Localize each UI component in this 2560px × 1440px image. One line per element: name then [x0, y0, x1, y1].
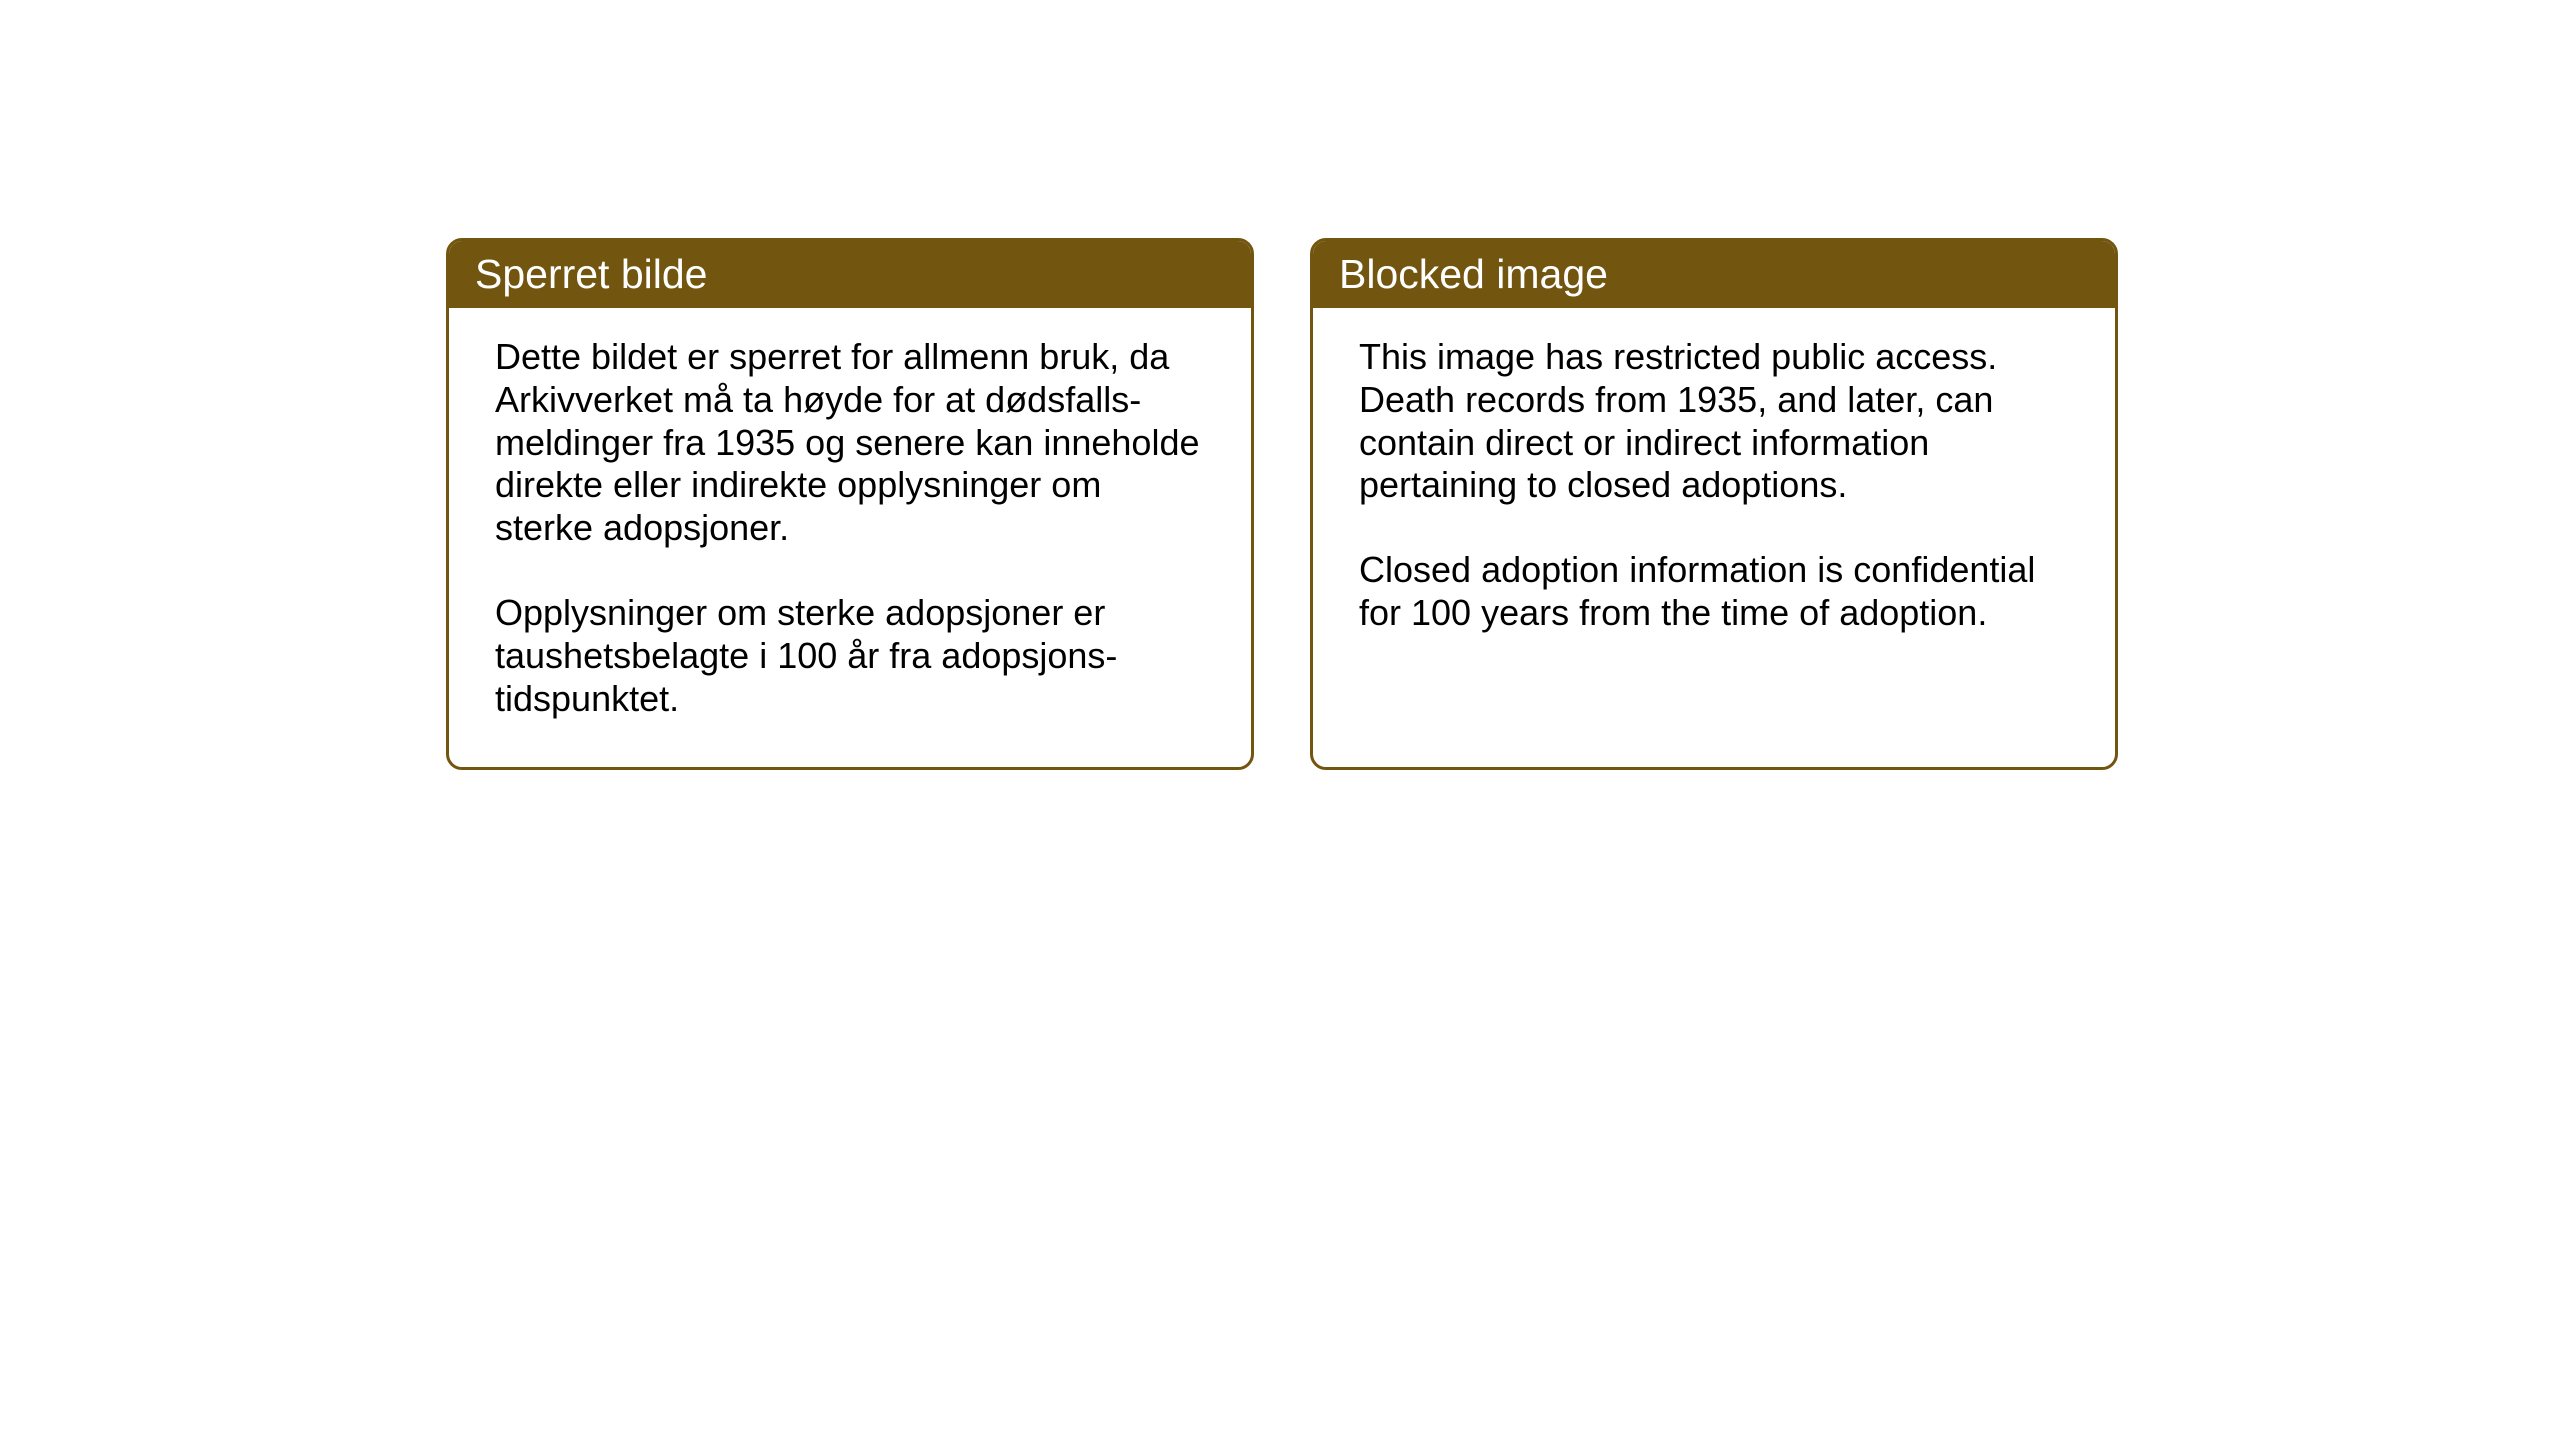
notice-body-english: This image has restricted public access.…: [1313, 308, 2115, 756]
notice-body-norwegian: Dette bildet er sperret for allmenn bruk…: [449, 308, 1251, 767]
notice-paragraph-2-norwegian: Opplysninger om sterke adopsjoner er tau…: [495, 592, 1205, 720]
notice-card-norwegian: Sperret bilde Dette bildet er sperret fo…: [446, 238, 1254, 770]
notice-header-norwegian: Sperret bilde: [449, 241, 1251, 308]
notice-paragraph-2-english: Closed adoption information is confident…: [1359, 549, 2069, 635]
notice-cards-container: Sperret bilde Dette bildet er sperret fo…: [446, 238, 2118, 770]
notice-title-english: Blocked image: [1339, 251, 1608, 297]
notice-title-norwegian: Sperret bilde: [475, 251, 707, 297]
notice-paragraph-1-english: This image has restricted public access.…: [1359, 336, 2069, 507]
notice-paragraph-1-norwegian: Dette bildet er sperret for allmenn bruk…: [495, 336, 1205, 550]
notice-header-english: Blocked image: [1313, 241, 2115, 308]
notice-card-english: Blocked image This image has restricted …: [1310, 238, 2118, 770]
